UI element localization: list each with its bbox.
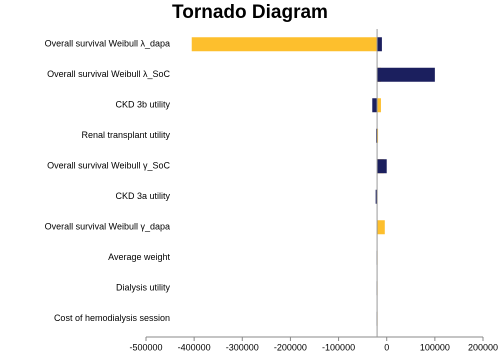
x-tick-label: -400000 — [178, 342, 211, 352]
category-label: Renal transplant utility — [81, 130, 170, 140]
x-tick-label: 200000 — [468, 342, 498, 352]
category-label: CKD 3b utility — [115, 100, 170, 110]
category-label: Overall survival Weibull λ_dapa — [45, 39, 170, 49]
bar — [372, 98, 378, 113]
category-label: Average weight — [108, 252, 170, 262]
bar — [377, 67, 435, 82]
bar — [377, 98, 381, 113]
x-tick-label: -200000 — [274, 342, 307, 352]
x-tick-label: -100000 — [322, 342, 355, 352]
category-label: Cost of hemodialysis session — [54, 313, 170, 323]
bar — [375, 189, 378, 204]
x-tick-label: 0 — [384, 342, 389, 352]
category-label: Dialysis utility — [116, 283, 171, 293]
category-label: Overall survival Weibull λ_SoC — [47, 69, 170, 79]
x-tick-label: 100000 — [420, 342, 450, 352]
category-label: CKD 3a utility — [115, 191, 170, 201]
x-tick-label: -300000 — [226, 342, 259, 352]
bar — [377, 37, 382, 52]
category-label: Overall survival Weibull γ_SoC — [47, 161, 170, 171]
bar — [377, 220, 385, 235]
chart-title: Tornado Diagram — [172, 2, 328, 23]
x-tick-label: -500000 — [129, 342, 162, 352]
bar — [191, 37, 378, 52]
category-label: Overall survival Weibull γ_dapa — [45, 222, 170, 232]
bar — [377, 159, 387, 174]
